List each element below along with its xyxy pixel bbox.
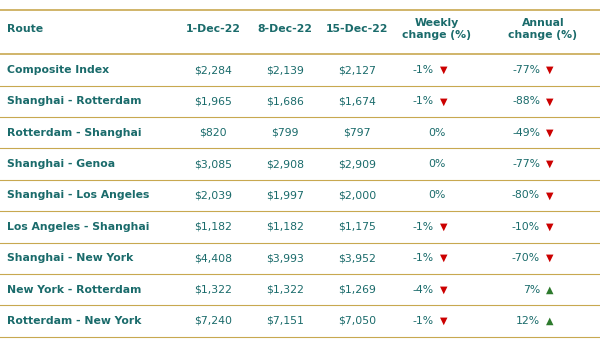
Text: 0%: 0% xyxy=(428,190,445,201)
Text: Los Angeles - Shanghai: Los Angeles - Shanghai xyxy=(7,222,149,232)
Text: -77%: -77% xyxy=(512,159,540,169)
Text: ▼: ▼ xyxy=(546,97,554,106)
Text: $2,039: $2,039 xyxy=(194,190,232,201)
Text: Annual
change (%): Annual change (%) xyxy=(509,18,577,40)
Text: -80%: -80% xyxy=(512,190,540,201)
Text: Composite Index: Composite Index xyxy=(7,65,109,75)
Text: $1,175: $1,175 xyxy=(338,222,376,232)
Text: -1%: -1% xyxy=(413,253,434,263)
Text: ▼: ▼ xyxy=(440,253,448,263)
Text: ▼: ▼ xyxy=(546,159,554,169)
Text: ▼: ▼ xyxy=(440,97,448,106)
Text: ▼: ▼ xyxy=(546,65,554,75)
Text: $1,322: $1,322 xyxy=(266,285,304,294)
Text: -1%: -1% xyxy=(413,65,434,75)
Text: $1,997: $1,997 xyxy=(266,190,304,201)
Text: $1,322: $1,322 xyxy=(194,285,232,294)
Text: ▼: ▼ xyxy=(546,190,554,201)
Text: Shanghai - Genoa: Shanghai - Genoa xyxy=(7,159,115,169)
Text: Weekly
change (%): Weekly change (%) xyxy=(403,18,472,40)
Text: $820: $820 xyxy=(199,128,227,138)
Text: $2,139: $2,139 xyxy=(266,65,304,75)
Text: Route: Route xyxy=(7,24,43,34)
Text: $797: $797 xyxy=(343,128,371,138)
Text: -4%: -4% xyxy=(413,285,434,294)
Text: ▼: ▼ xyxy=(440,222,448,232)
Text: 12%: 12% xyxy=(516,316,540,326)
Text: $1,686: $1,686 xyxy=(266,97,304,106)
Text: Rotterdam - Shanghai: Rotterdam - Shanghai xyxy=(7,128,142,138)
Text: $1,269: $1,269 xyxy=(338,285,376,294)
Text: $2,000: $2,000 xyxy=(338,190,376,201)
Text: ▼: ▼ xyxy=(440,65,448,75)
Text: -1%: -1% xyxy=(413,316,434,326)
Text: -77%: -77% xyxy=(512,65,540,75)
Text: 15-Dec-22: 15-Dec-22 xyxy=(326,24,388,34)
Text: -88%: -88% xyxy=(512,97,540,106)
Text: $2,127: $2,127 xyxy=(338,65,376,75)
Text: Rotterdam - New York: Rotterdam - New York xyxy=(7,316,142,326)
Text: $2,908: $2,908 xyxy=(266,159,304,169)
Text: -49%: -49% xyxy=(512,128,540,138)
Text: $3,085: $3,085 xyxy=(194,159,232,169)
Text: $2,909: $2,909 xyxy=(338,159,376,169)
Text: Shanghai - New York: Shanghai - New York xyxy=(7,253,133,263)
Text: $1,965: $1,965 xyxy=(194,97,232,106)
Text: $1,182: $1,182 xyxy=(266,222,304,232)
Text: ▼: ▼ xyxy=(546,222,554,232)
Text: $1,182: $1,182 xyxy=(194,222,232,232)
Text: $799: $799 xyxy=(271,128,299,138)
Text: $3,993: $3,993 xyxy=(266,253,304,263)
Text: 1-Dec-22: 1-Dec-22 xyxy=(185,24,241,34)
Text: $3,952: $3,952 xyxy=(338,253,376,263)
Text: -10%: -10% xyxy=(512,222,540,232)
Text: -1%: -1% xyxy=(413,97,434,106)
Text: New York - Rotterdam: New York - Rotterdam xyxy=(7,285,142,294)
Text: ▼: ▼ xyxy=(546,253,554,263)
Text: -70%: -70% xyxy=(512,253,540,263)
Text: ▼: ▼ xyxy=(440,285,448,294)
Text: 0%: 0% xyxy=(428,159,445,169)
Text: -1%: -1% xyxy=(413,222,434,232)
Text: 8-Dec-22: 8-Dec-22 xyxy=(257,24,313,34)
Text: $7,240: $7,240 xyxy=(194,316,232,326)
Text: $2,284: $2,284 xyxy=(194,65,232,75)
Text: ▲: ▲ xyxy=(546,285,554,294)
Text: $1,674: $1,674 xyxy=(338,97,376,106)
Text: Shanghai - Rotterdam: Shanghai - Rotterdam xyxy=(7,97,142,106)
Text: $4,408: $4,408 xyxy=(194,253,232,263)
Text: 7%: 7% xyxy=(523,285,540,294)
Text: $7,151: $7,151 xyxy=(266,316,304,326)
Text: 0%: 0% xyxy=(428,128,445,138)
Text: ▼: ▼ xyxy=(440,316,448,326)
Text: $7,050: $7,050 xyxy=(338,316,376,326)
Text: Shanghai - Los Angeles: Shanghai - Los Angeles xyxy=(7,190,149,201)
Text: ▼: ▼ xyxy=(546,128,554,138)
Text: ▲: ▲ xyxy=(546,316,554,326)
